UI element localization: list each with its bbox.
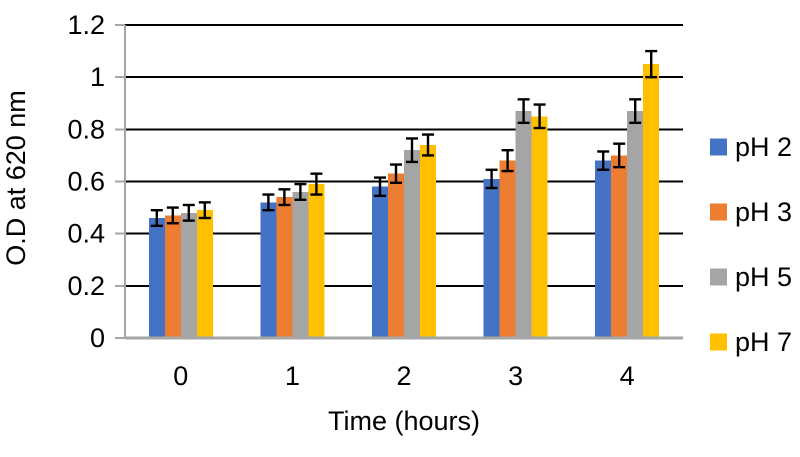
x-tick-label: 4 — [620, 361, 635, 391]
legend-label: pH 7 — [735, 327, 792, 357]
y-axis-title: O.D at 620 nm — [1, 90, 31, 266]
bar-pH2-t3 — [483, 178, 500, 338]
y-tick-label: 1.2 — [67, 10, 105, 40]
error-bar — [501, 148, 514, 173]
y-tick-labels: 0 0.2 0.4 0.6 0.8 1 1.2 — [67, 10, 105, 353]
y-tick-label: 0.4 — [67, 219, 105, 249]
bar-pH2-t2 — [372, 186, 388, 338]
x-tick-label: 1 — [285, 361, 300, 391]
error-bar — [198, 201, 211, 220]
bar-pH5-t0 — [180, 212, 197, 338]
bar-pH2-t4 — [595, 160, 612, 338]
error-bar — [422, 133, 434, 157]
error-bar — [629, 98, 642, 125]
error-bars — [150, 49, 658, 228]
error-bar — [182, 203, 195, 222]
error-bar — [406, 137, 418, 164]
error-bar — [294, 182, 307, 201]
y-tick-label: 0.8 — [67, 114, 105, 144]
legend-swatch-pH5 — [710, 268, 727, 286]
bar-pH3-t0 — [164, 215, 181, 338]
legend-item: pH 7 — [710, 327, 792, 357]
bar-series — [148, 64, 660, 339]
legend-item: pH 2 — [710, 132, 792, 162]
bar-pH3-t4 — [611, 155, 628, 338]
x-tick-label: 2 — [396, 361, 411, 391]
bar-pH7-t0 — [196, 210, 213, 338]
bar-pH5-t2 — [404, 150, 420, 338]
legend-item: pH 3 — [710, 197, 792, 227]
error-bar — [597, 150, 610, 171]
error-bar — [374, 176, 386, 198]
bar-pH7-t3 — [531, 116, 548, 339]
legend-swatch-pH3 — [710, 203, 727, 221]
legend-label: pH 5 — [735, 262, 792, 292]
bar-pH2-t0 — [148, 218, 165, 338]
legend-swatch-pH7 — [710, 333, 727, 351]
y-tick-label: 0.6 — [67, 167, 105, 197]
bar-pH3-t2 — [388, 173, 404, 338]
error-bar — [517, 98, 530, 125]
bar-pH5-t4 — [627, 111, 644, 338]
error-bar — [278, 188, 291, 207]
bar-pH7-t2 — [420, 144, 436, 338]
x-axis-title: Time (hours) — [328, 406, 480, 436]
legend-label: pH 2 — [735, 132, 792, 162]
error-bar — [485, 168, 498, 190]
error-bar — [533, 103, 546, 130]
bar-pH3-t1 — [276, 197, 293, 338]
bar-pH5-t1 — [292, 191, 309, 338]
error-bar — [645, 49, 658, 79]
y-tick-label: 0.2 — [67, 271, 105, 301]
error-bar — [310, 172, 323, 196]
axis-lines — [115, 24, 683, 340]
legend-label: pH 3 — [735, 197, 792, 227]
bar-pH7-t4 — [643, 64, 660, 338]
bar-pH2-t1 — [260, 202, 277, 338]
error-bar — [150, 208, 163, 228]
legend-item: pH 5 — [710, 262, 792, 292]
error-bar — [262, 193, 275, 212]
error-bar — [166, 206, 179, 225]
bar-pH7-t1 — [308, 184, 325, 338]
x-tick-labels: 0 1 2 3 4 — [173, 361, 634, 391]
legend-swatch-pH2 — [710, 138, 727, 156]
y-tick-label: 0 — [90, 323, 105, 353]
error-bar — [390, 163, 402, 185]
bar-pH3-t3 — [499, 160, 516, 338]
x-tick-label: 3 — [508, 361, 523, 391]
error-bar — [613, 142, 626, 169]
bar-pH5-t3 — [515, 111, 532, 338]
x-tick-label: 0 — [173, 361, 188, 391]
y-tick-label: 1 — [90, 62, 105, 92]
legend: pH 2 pH 3 pH 5 pH 7 — [710, 132, 792, 357]
